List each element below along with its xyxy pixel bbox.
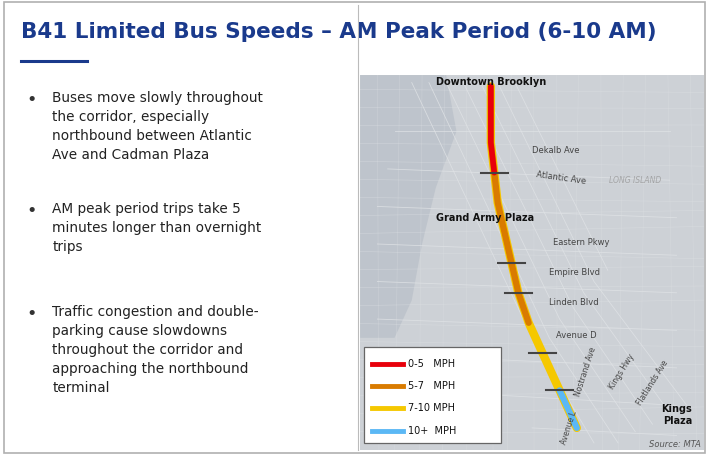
Text: Atlantic Ave: Atlantic Ave xyxy=(535,170,586,186)
Text: Kings
Plaza: Kings Plaza xyxy=(661,404,692,425)
Text: 10+  MPH: 10+ MPH xyxy=(408,426,457,436)
Text: B41 Limited Bus Speeds – AM Peak Period (6-10 AM): B41 Limited Bus Speeds – AM Peak Period … xyxy=(21,22,657,42)
Text: Kings Hwy: Kings Hwy xyxy=(608,352,637,391)
Text: AM peak period trips take 5
minutes longer than overnight
trips: AM peak period trips take 5 minutes long… xyxy=(52,202,262,254)
Text: Traffic congestion and double-
parking cause slowdowns
throughout the corridor a: Traffic congestion and double- parking c… xyxy=(52,305,259,395)
Text: Source: MTA: Source: MTA xyxy=(649,440,700,449)
Text: Grand Army Plaza: Grand Army Plaza xyxy=(436,213,534,222)
Text: Linden Blvd: Linden Blvd xyxy=(549,298,599,307)
Bar xyxy=(364,347,501,443)
Text: •: • xyxy=(26,202,37,220)
Text: Eastern Pkwy: Eastern Pkwy xyxy=(553,238,609,247)
Text: Avenue L: Avenue L xyxy=(559,410,579,446)
Text: 0-5   MPH: 0-5 MPH xyxy=(408,359,455,369)
Text: LONG ISLAND: LONG ISLAND xyxy=(609,176,661,185)
Text: Downtown Brooklyn: Downtown Brooklyn xyxy=(436,77,546,87)
Text: Avenue D: Avenue D xyxy=(556,331,597,340)
Text: •: • xyxy=(26,91,37,109)
Text: Flatlands Ave: Flatlands Ave xyxy=(635,359,670,407)
Text: Buses move slowly throughout
the corridor, especially
northbound between Atlanti: Buses move slowly throughout the corrido… xyxy=(52,91,263,162)
Text: Nostrand Ave: Nostrand Ave xyxy=(574,346,598,398)
Text: 7-10 MPH: 7-10 MPH xyxy=(408,404,455,414)
Text: Empire Blvd: Empire Blvd xyxy=(549,268,601,277)
Text: Dekalb Ave: Dekalb Ave xyxy=(532,146,579,155)
Text: •: • xyxy=(26,305,37,323)
Polygon shape xyxy=(360,75,457,338)
Text: 5-7   MPH: 5-7 MPH xyxy=(408,381,456,391)
